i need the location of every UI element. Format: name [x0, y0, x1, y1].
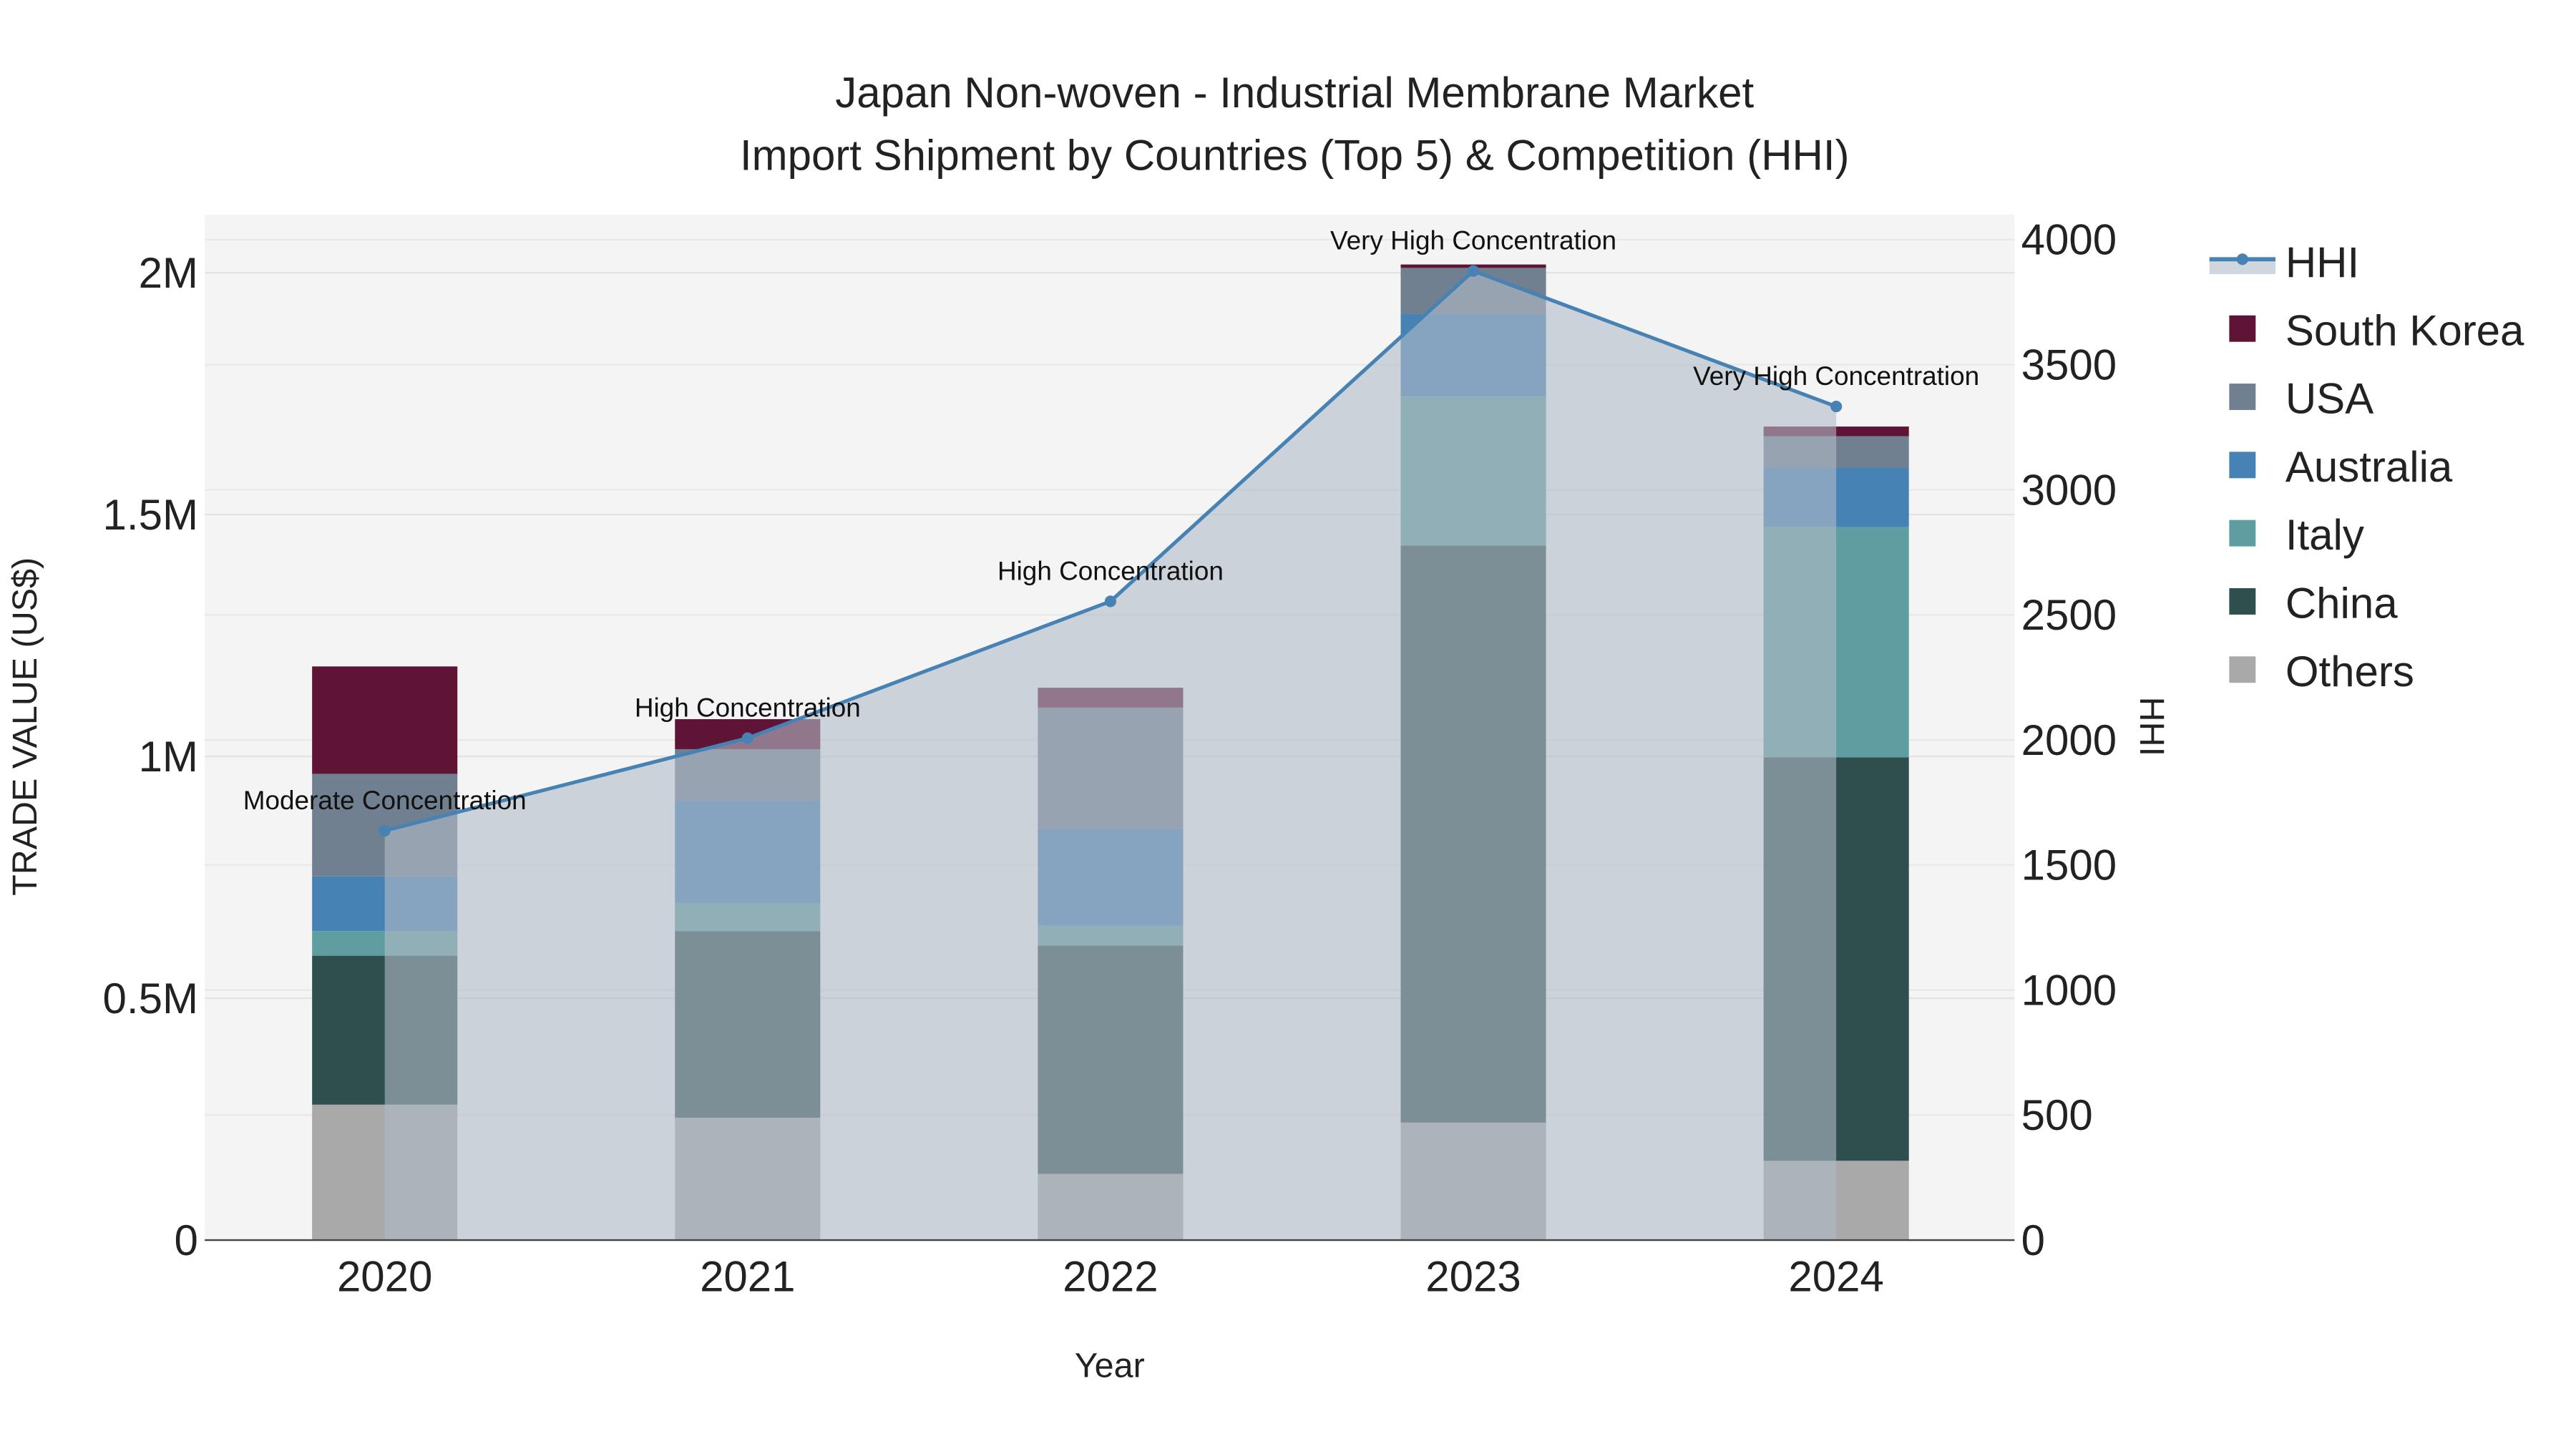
- x-tick-label: 2024: [1788, 1253, 1883, 1301]
- y2-tick-label: 3500: [2021, 341, 2117, 389]
- legend-swatch-usa: [2229, 384, 2256, 410]
- legend-label: South Korea: [2285, 306, 2524, 354]
- hhi-point-2020: [379, 824, 391, 836]
- hhi-annotation: Very High Concentration: [1693, 361, 1979, 391]
- hhi-point-2022: [1104, 595, 1116, 608]
- hhi-annotation: Very High Concentration: [1330, 226, 1616, 255]
- legend-hhi-area-swatch: [2209, 260, 2275, 275]
- legend-swatch-australia: [2229, 452, 2256, 479]
- y-tick-label: 0: [175, 1216, 198, 1264]
- legend-label: Australia: [2285, 443, 2453, 491]
- y2-tick-label: 2500: [2021, 591, 2117, 639]
- legend-swatch-south-korea: [2229, 315, 2256, 342]
- hhi-area: [384, 270, 1837, 1241]
- legend-label: China: [2285, 580, 2398, 628]
- x-tick-label: 2021: [700, 1253, 795, 1301]
- hhi-point-2023: [1467, 265, 1480, 277]
- y2-tick-label: 3000: [2021, 466, 2117, 514]
- y2-tick-label: 2000: [2021, 716, 2117, 764]
- y2-axis-label: HHI: [2132, 697, 2171, 756]
- legend-swatch-others: [2229, 656, 2256, 683]
- y-tick-label: 1M: [139, 733, 198, 781]
- y-tick-label: 2M: [139, 249, 198, 297]
- hhi-annotation: High Concentration: [997, 556, 1224, 585]
- hhi-point-2021: [741, 732, 753, 744]
- legend-swatch-china: [2229, 588, 2256, 615]
- x-tick-label: 2022: [1063, 1253, 1158, 1301]
- legend: HHI South Korea USA Australia Italy China Othe…: [2209, 239, 2524, 696]
- chart-title-line1: Japan Non-woven - Industrial Membrane Ma…: [835, 69, 1754, 117]
- x-axis-label: Year: [1075, 1347, 1145, 1385]
- legend-label: Italy: [2285, 511, 2364, 559]
- chart-title-line2: Import Shipment by Countries (Top 5) & C…: [740, 132, 1850, 180]
- legend-swatch-italy: [2229, 519, 2256, 547]
- y-axis-label: TRADE VALUE (US$): [6, 557, 44, 896]
- x-tick-label: 2023: [1425, 1253, 1521, 1301]
- legend-label: USA: [2285, 375, 2373, 423]
- x-tick-label: 2020: [337, 1253, 432, 1301]
- y2-tick-label: 0: [2021, 1216, 2045, 1264]
- legend-hhi-marker: [2236, 253, 2248, 265]
- y-tick-label: 1.5M: [103, 491, 198, 539]
- y2-tick-label: 1000: [2021, 966, 2117, 1014]
- hhi-annotation: Moderate Concentration: [243, 786, 527, 815]
- legend-label: Others: [2285, 648, 2414, 696]
- y-tick-label: 0.5M: [103, 975, 198, 1023]
- y2-tick-label: 500: [2021, 1091, 2093, 1139]
- bar-south-korea-2020: [312, 666, 458, 774]
- hhi-annotation: High Concentration: [635, 693, 861, 723]
- hhi-point-2024: [1830, 401, 1843, 413]
- y2-tick-label: 4000: [2021, 216, 2117, 264]
- legend-label-hhi: HHI: [2285, 239, 2359, 287]
- y2-tick-label: 1500: [2021, 841, 2117, 889]
